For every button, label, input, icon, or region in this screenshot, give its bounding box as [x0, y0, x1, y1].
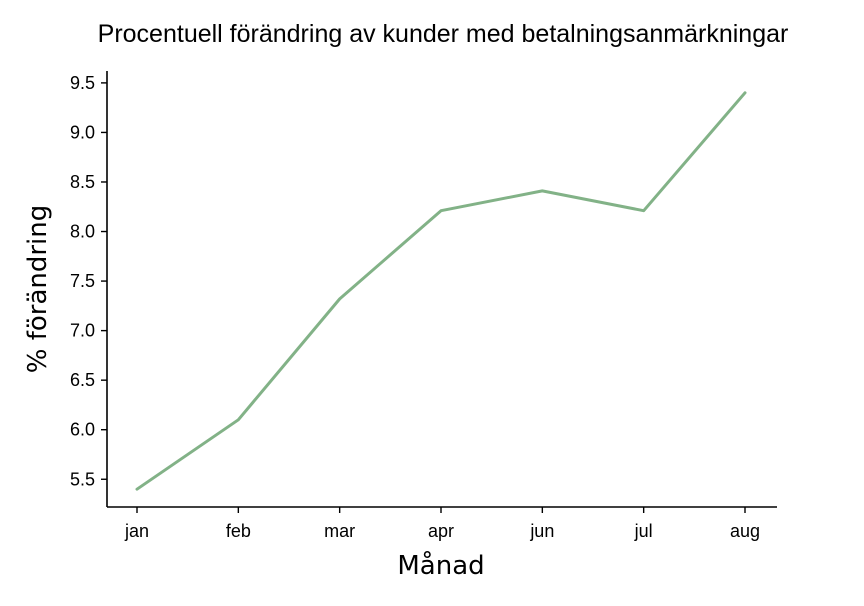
y-tick-label: 7.5	[70, 271, 95, 291]
y-axis-label: % förändring	[23, 205, 53, 374]
y-tick-label: 9.5	[70, 73, 95, 93]
y-tick-label: 5.5	[70, 469, 95, 489]
x-tick-label: feb	[226, 521, 251, 541]
y-tick-label: 9.0	[70, 122, 95, 142]
x-tick-label: jul	[634, 521, 653, 541]
y-tick-label: 7.0	[70, 321, 95, 341]
x-axis-ticks: jan feb mar apr jun jul aug	[124, 507, 760, 541]
series-line	[135, 91, 747, 491]
series-group	[135, 91, 747, 491]
y-tick-label: 8.0	[70, 222, 95, 242]
y-tick-label: 6.5	[70, 370, 95, 390]
y-tick-label: 8.5	[70, 172, 95, 192]
y-tick-label: 6.0	[70, 420, 95, 440]
x-tick-label: jan	[124, 521, 149, 541]
x-tick-label: aug	[730, 521, 760, 541]
x-axis-label: Månad	[397, 550, 484, 581]
x-tick-label: apr	[428, 521, 454, 541]
y-axis-ticks: 5.5 6.0 6.5 7.0 7.5 8.0 8.5 9.0 9.5	[70, 73, 107, 489]
x-tick-label: jun	[529, 521, 554, 541]
x-tick-label: mar	[324, 521, 355, 541]
chart-title: Procentuell förändring av kunder med bet…	[98, 20, 789, 48]
